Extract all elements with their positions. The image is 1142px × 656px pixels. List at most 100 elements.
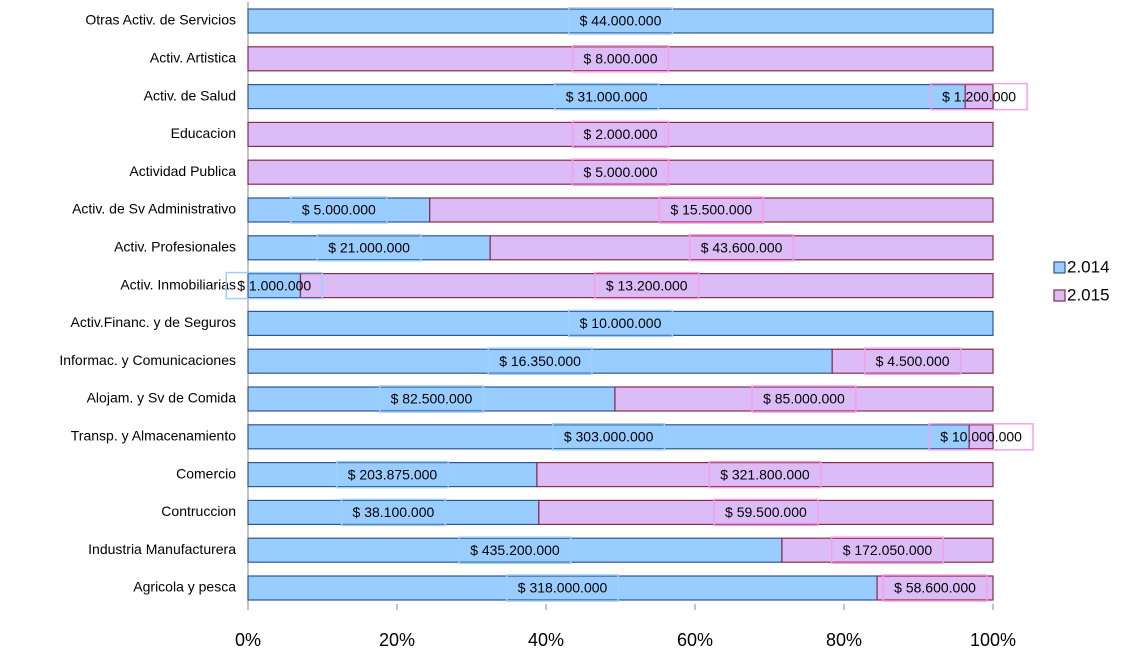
data-label: $ 8.000.000 [584, 51, 658, 67]
bar-segment [968, 424, 994, 450]
bar-segment [247, 273, 302, 299]
data-label-box [713, 498, 819, 527]
data-label: $ 16.350.000 [499, 353, 581, 369]
category-label: Alojam. y Sv de Comida [87, 390, 237, 406]
x-tick-label: 100% [970, 630, 1016, 650]
data-label: $ 31.000.000 [566, 88, 648, 104]
data-label: $ 13.200.000 [606, 277, 688, 293]
bar-segment [299, 273, 994, 299]
data-label-box [882, 574, 988, 602]
category-label: Transp. y Almacenamiento [71, 428, 236, 444]
bar-segment [247, 159, 994, 185]
bar-segment [964, 83, 994, 110]
bar-segment [247, 348, 833, 374]
bar-segment [247, 310, 994, 336]
bar-segment [831, 348, 994, 374]
data-label: $ 38.100.000 [353, 504, 435, 520]
data-label-box [567, 7, 674, 35]
data-label: $ 321.800.000 [720, 466, 810, 482]
data-label-box [708, 460, 822, 489]
bar-segment [876, 575, 994, 601]
data-label-box [571, 158, 670, 186]
data-label: $ 1.200.000 [942, 88, 1016, 104]
data-label: $ 435.200.000 [470, 542, 560, 558]
x-tick-label: 40% [528, 630, 564, 650]
category-label: Otras Activ. de Servicios [85, 12, 236, 28]
category-label: Agricola y pesca [133, 579, 236, 595]
bar-segment [538, 499, 994, 525]
data-label-box [863, 347, 962, 375]
data-label-box [928, 423, 1034, 451]
category-label: Actividad Publica [129, 163, 236, 179]
data-label-box [458, 536, 572, 564]
bar-segment [247, 46, 994, 72]
category-label: Activ. de Salud [144, 87, 236, 103]
data-label-box [594, 271, 700, 300]
bar-segment [781, 537, 994, 563]
category-label: Activ. Inmobiliarias [120, 276, 236, 292]
x-tick-label: 20% [379, 630, 415, 650]
bar-segment [247, 462, 538, 488]
data-label-box [290, 196, 388, 224]
x-tick-label: 80% [826, 630, 862, 650]
category-label: Activ.Financ. y de Seguros [71, 314, 236, 330]
data-label: $ 203.875.000 [348, 466, 438, 482]
legend-label: 2.014 [1067, 257, 1110, 276]
bar-segment [247, 8, 994, 34]
x-tick-label: 0% [235, 630, 261, 650]
data-label: $ 4.500.000 [876, 353, 950, 369]
bar-segment [247, 83, 966, 110]
data-label-box [225, 271, 323, 300]
data-label: $ 43.600.000 [701, 240, 783, 256]
data-label-box [340, 498, 447, 527]
data-label: $ 1.000.000 [237, 277, 311, 293]
category-label: Comercio [176, 465, 236, 481]
legend-swatch [1053, 289, 1066, 302]
category-label: Educacion [171, 125, 236, 141]
data-label: $ 85.000.000 [763, 391, 845, 407]
data-label-box [571, 120, 670, 149]
data-label-box [830, 536, 944, 564]
data-label: $ 44.000.000 [580, 13, 662, 29]
data-label: $ 5.000.000 [584, 164, 658, 180]
category-label: Industria Manufacturera [88, 541, 236, 557]
data-label: $ 58.600.000 [894, 580, 976, 596]
bar-segment [247, 499, 540, 525]
data-label-box [506, 574, 620, 602]
data-label-box [487, 347, 593, 375]
data-label: $ 5.000.000 [302, 202, 376, 218]
bar-segment [536, 462, 994, 488]
data-label-box [316, 234, 422, 262]
bar-segment [489, 235, 994, 261]
category-label: Informac. y Comunicaciones [59, 352, 236, 368]
data-label: $ 21.000.000 [328, 240, 410, 256]
data-label: $ 10.000.000 [940, 429, 1022, 445]
bar-segment [429, 197, 994, 223]
bar-segment [247, 235, 491, 261]
x-tick-label: 60% [677, 630, 713, 650]
data-label-box [571, 45, 670, 73]
category-label: Contruccion [161, 503, 236, 519]
data-label: $ 303.000.000 [564, 429, 654, 445]
data-label-box [552, 423, 666, 451]
bar-segment [247, 121, 994, 148]
data-label-box [378, 385, 485, 413]
data-label-box [751, 385, 857, 413]
data-label: $ 15.500.000 [670, 202, 752, 218]
data-label: $ 2.000.000 [584, 126, 658, 142]
legend-label: 2.015 [1067, 285, 1110, 304]
data-label: $ 172.050.000 [843, 542, 933, 558]
data-label-box [688, 234, 795, 262]
data-label: $ 10.000.000 [580, 315, 662, 331]
legend-swatch [1053, 261, 1066, 274]
data-label-box [553, 82, 660, 111]
bar-segment [247, 575, 878, 601]
category-label: Activ. de Sv Administrativo [72, 201, 236, 217]
bar-segment [247, 386, 616, 412]
category-label: Activ. Profesionales [114, 239, 236, 255]
data-label: $ 82.500.000 [391, 391, 473, 407]
bar-segment [614, 386, 994, 412]
category-label: Activ. Artistica [150, 50, 236, 66]
data-label: $ 59.500.000 [725, 504, 807, 520]
